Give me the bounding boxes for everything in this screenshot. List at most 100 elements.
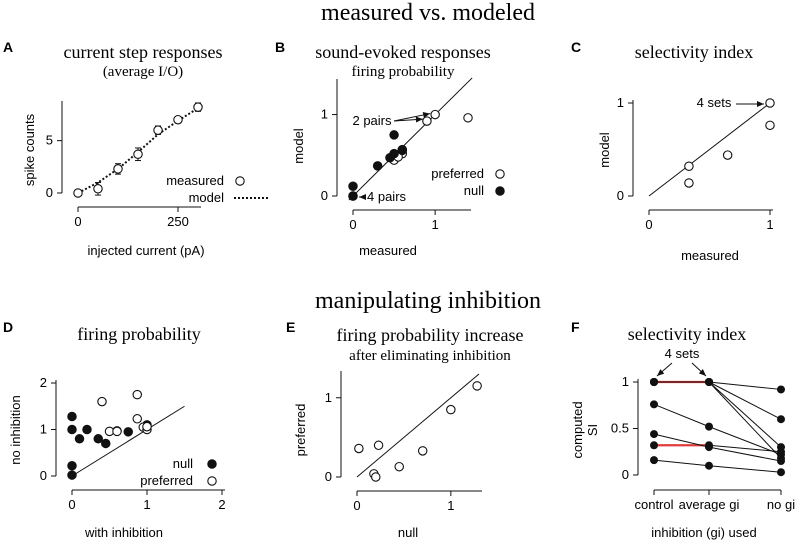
data-point [464,114,472,122]
data-point [373,162,381,170]
data-point [777,385,785,393]
annotation-label: 4 sets [697,95,732,110]
panel-letter: D [3,319,13,335]
panel-letter: E [286,319,295,335]
legend-label: null [464,183,484,198]
panel-a: Acurrent step responses(average I/O)inje… [3,39,270,258]
x-tick-label: control [634,497,673,512]
data-point [650,430,658,438]
data-point [113,427,121,435]
data-point [68,471,76,479]
series-segment [709,466,781,473]
data-point [418,447,426,455]
data-point [143,423,151,431]
y-axis-label: model [597,132,612,168]
data-point [174,116,182,124]
x-tick-label: 0 [349,217,356,232]
x-tick-label: 250 [167,214,189,229]
annotation-label: 2 pairs [352,113,392,128]
data-point [390,149,398,157]
data-point [766,121,774,129]
x-tick-label: 0 [353,498,360,513]
y-tick-label: 2 [40,375,47,390]
y-tick-label: 0 [46,185,53,200]
annotation-arrowhead [416,117,423,123]
x-axis-label: null [398,525,418,540]
x-axis-label: inhibition (gi) used [651,525,757,540]
legend-swatch [496,170,504,178]
unity-line [357,374,479,477]
y-tick-label: 0 [617,188,624,203]
data-point [705,378,713,386]
unity-line [649,103,770,196]
data-point [705,423,713,431]
series-segment [654,460,709,466]
y-axis-label: no inhibition [8,395,23,464]
x-tick-label: 0 [645,217,652,232]
annotation-label: 4 sets [665,346,700,361]
data-point [114,165,122,173]
annotation-label: 4 pairs [367,189,407,204]
data-point [154,126,162,134]
annotation-arrowhead [757,101,764,107]
y-tick-label: 1 [325,390,332,405]
x-axis-label: measured [681,248,739,263]
data-point [473,382,481,390]
y-tick-label: 1 [321,107,328,122]
data-point [390,131,398,139]
unity-line [349,78,472,200]
annotation-arrowhead [359,194,366,200]
series-segment [709,382,781,447]
legend-swatch [208,460,216,468]
data-point [68,425,76,433]
panel-f: Fselectivity indexinhibition (gi) usedco… [570,319,795,540]
data-point [777,415,785,423]
data-point [355,444,363,452]
data-point [102,439,110,447]
x-tick-label: 0 [74,214,81,229]
data-point [431,110,439,118]
data-point [134,150,142,158]
x-axis-label: measured [359,243,417,258]
x-axis-label: with inhibition [84,525,163,540]
x-tick-label: 1 [447,498,454,513]
data-point [395,463,403,471]
chart-title: firing probability increase [337,325,524,345]
data-point [705,462,713,470]
data-point [83,425,91,433]
legend-label: preferred [140,473,193,488]
data-point [650,456,658,464]
y-tick-label: 1 [617,95,624,110]
data-point [349,182,357,190]
y-axis-label: model [291,128,306,164]
data-point [650,441,658,449]
data-point [777,457,785,465]
y-tick-label: 5 [46,133,53,148]
data-point [777,468,785,476]
x-tick-label: 0 [68,497,75,512]
legend-label: measured [166,173,224,188]
data-point [94,435,102,443]
series-segment [709,382,781,458]
unity-line [72,406,185,476]
data-point [423,117,431,125]
y-axis-label: SI [585,424,600,436]
chart-subtitle: after eliminating inhibition [349,348,511,364]
data-point [133,415,141,423]
data-point [650,400,658,408]
chart-subtitle: (average I/O) [103,64,183,80]
y-axis-label: preferred [293,404,308,457]
series-segment [709,382,781,389]
data-point [723,151,731,159]
data-point [133,390,141,398]
data-point [68,462,76,470]
legend-label: null [173,456,193,471]
legend-swatch [208,477,216,485]
series-segment [709,382,781,419]
y-axis-label: computed [570,401,585,458]
section-title-top: measured vs. modeled [321,0,535,26]
y-axis-label: spike counts [22,113,37,186]
y-tick-label: 0 [325,469,332,484]
data-point [766,99,774,107]
